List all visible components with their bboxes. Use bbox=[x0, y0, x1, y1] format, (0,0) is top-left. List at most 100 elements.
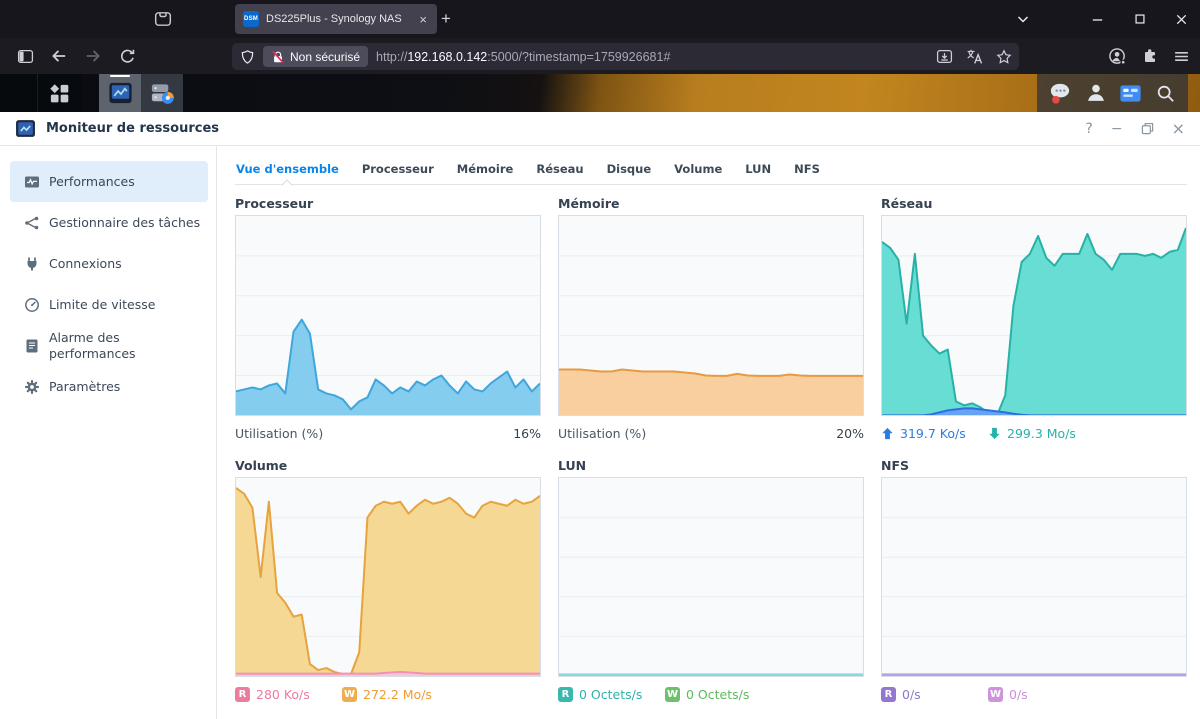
tab-bar: Vue d'ensemble Processeur Mémoire Réseau Dis… bbox=[235, 146, 1187, 185]
storage-manager-app-icon bbox=[149, 80, 176, 107]
chart-card-r-seau: Réseau 319.7 Ko/s 299.3 Mo/s bbox=[881, 196, 1187, 445]
taskbar-tray bbox=[1037, 74, 1188, 112]
browser-maximize-icon[interactable] bbox=[1119, 0, 1161, 38]
legend-entry-value: 0 Octets/s bbox=[686, 686, 750, 702]
reload-icon[interactable] bbox=[114, 43, 140, 69]
legend-entry-value: 272.2 Mo/s bbox=[363, 686, 432, 702]
legend-entry: W 0/s bbox=[988, 686, 1095, 702]
sidebar-item-limite-de-vitesse[interactable]: Limite de vitesse bbox=[10, 284, 208, 325]
legend-W-badge: W bbox=[342, 686, 357, 702]
tab-volume[interactable]: Volume bbox=[674, 162, 723, 176]
forward-icon[interactable] bbox=[80, 43, 106, 69]
security-chip-label: Non sécurisé bbox=[290, 49, 361, 64]
chart-canvas bbox=[882, 216, 1186, 416]
chart-title: LUN bbox=[558, 458, 587, 473]
chart-area bbox=[881, 477, 1187, 677]
legend-W-badge: W bbox=[988, 686, 1003, 702]
chart-canvas bbox=[882, 478, 1186, 676]
browser-minimize-icon[interactable] bbox=[1076, 0, 1118, 38]
legend-R-badge: R bbox=[558, 686, 573, 702]
chart-area bbox=[235, 214, 541, 417]
taskbar-apps bbox=[99, 74, 183, 112]
minimize-icon[interactable]: − bbox=[1110, 120, 1123, 137]
taskbar-app-resource-monitor[interactable] bbox=[99, 74, 141, 112]
translate-icon[interactable] bbox=[966, 48, 983, 65]
taskbar-app-storage-manager[interactable] bbox=[141, 74, 183, 112]
dsm-favicon: DSM bbox=[243, 11, 259, 27]
sidebar-item-connexions[interactable]: Connexions bbox=[10, 243, 208, 284]
sidebar-item-label: Connexions bbox=[49, 255, 122, 271]
sidebar-item-performances[interactable]: Performances bbox=[10, 161, 208, 202]
sidebar-item-alarme-des-performances[interactable]: Alarme des performances bbox=[10, 325, 208, 366]
bookmark-star-icon[interactable] bbox=[996, 48, 1012, 65]
chat-icon[interactable] bbox=[1048, 81, 1073, 106]
tab-processeur[interactable]: Processeur bbox=[361, 162, 434, 176]
legend-value: 20% bbox=[836, 425, 864, 441]
sidebar-item-label: Paramètres bbox=[49, 378, 121, 394]
user-icon[interactable] bbox=[1084, 81, 1108, 105]
tabs-chevron-icon[interactable] bbox=[1002, 0, 1044, 38]
chart-card-nfs: NFS R 0/s W 0/s bbox=[881, 458, 1187, 719]
resource-monitor-window: Moniteur de ressources ? − × Performance… bbox=[0, 112, 1200, 719]
sidebar-item-label: Performances bbox=[49, 173, 135, 189]
chart-legend: R 280 Ko/s W 272.2 Mo/s bbox=[235, 677, 541, 706]
chart-title: Mémoire bbox=[558, 196, 620, 211]
legend-entry: W 0 Octets/s bbox=[665, 686, 772, 702]
download-icon[interactable] bbox=[936, 48, 953, 65]
browser-close-icon[interactable] bbox=[1160, 0, 1200, 38]
browser-tab[interactable]: DSM DS225Plus - Synology NAS × bbox=[235, 4, 437, 34]
legend-entry-value: 0/s bbox=[902, 686, 921, 702]
tab-disque[interactable]: Disque bbox=[606, 162, 652, 176]
security-chip[interactable]: Non sécurisé bbox=[263, 46, 369, 67]
sidebar: Performances Gestionnaire des tâches Con… bbox=[0, 146, 217, 719]
legend-entry: R 280 Ko/s bbox=[235, 686, 342, 702]
new-tab-button[interactable]: + bbox=[441, 9, 451, 28]
chart-title: Volume bbox=[235, 458, 288, 473]
resource-monitor-window-icon bbox=[15, 118, 36, 139]
performance-alarm-icon bbox=[24, 338, 40, 354]
legend-label: Utilisation (%) bbox=[558, 425, 647, 441]
chart-legend: 319.7 Ko/s 299.3 Mo/s bbox=[881, 416, 1187, 445]
sidebar-item-label: Limite de vitesse bbox=[49, 296, 156, 312]
close-icon[interactable]: × bbox=[1171, 119, 1185, 138]
tab-vue-d-ensemble[interactable]: Vue d'ensemble bbox=[235, 160, 340, 184]
sidebar-item-param-tres[interactable]: Paramètres bbox=[10, 366, 208, 407]
shield-icon[interactable] bbox=[240, 49, 255, 65]
legend-entry-value: 0 Octets/s bbox=[579, 686, 643, 702]
tab-nfs[interactable]: NFS bbox=[794, 162, 820, 176]
menu-icon[interactable] bbox=[1173, 48, 1190, 65]
tab-r-seau[interactable]: Réseau bbox=[536, 162, 584, 176]
browser-tab-title: DS225Plus - Synology NAS bbox=[266, 13, 402, 25]
chart-area bbox=[235, 477, 541, 677]
settings-icon bbox=[24, 379, 40, 395]
widgets-icon[interactable] bbox=[1118, 81, 1143, 106]
chart-area bbox=[558, 477, 864, 677]
legend-label: Utilisation (%) bbox=[235, 425, 324, 441]
window-header[interactable]: Moniteur de ressources ? − × bbox=[0, 112, 1200, 146]
window-title: Moniteur de ressources bbox=[46, 121, 220, 136]
chart-canvas bbox=[236, 478, 540, 676]
tab-m-moire[interactable]: Mémoire bbox=[456, 162, 514, 176]
url-bar[interactable]: Non sécurisé http://192.168.0.142:5000/?… bbox=[232, 43, 1019, 70]
sidebar-item-gestionnaire-des-t-ches[interactable]: Gestionnaire des tâches bbox=[10, 202, 208, 243]
account-icon[interactable] bbox=[1108, 47, 1127, 66]
search-icon[interactable] bbox=[1154, 82, 1177, 105]
extensions-icon[interactable] bbox=[1142, 48, 1158, 64]
restore-icon[interactable] bbox=[1141, 122, 1154, 135]
legend-value: 16% bbox=[513, 425, 541, 441]
legend-entry-value: 319.7 Ko/s bbox=[900, 425, 966, 441]
chart-title: Réseau bbox=[881, 196, 933, 211]
sidebar-toggle-icon[interactable] bbox=[12, 43, 38, 69]
back-icon[interactable] bbox=[46, 43, 72, 69]
dsm-desktop-wallpaper bbox=[0, 74, 1200, 112]
help-icon[interactable]: ? bbox=[1085, 120, 1093, 137]
tab-lun[interactable]: LUN bbox=[745, 162, 772, 176]
legend-arrow-down-icon bbox=[988, 427, 1001, 440]
main-menu-icon bbox=[48, 82, 71, 105]
tab-close-icon[interactable]: × bbox=[419, 11, 427, 27]
firefox-view-icon[interactable] bbox=[148, 7, 178, 31]
main-menu-button[interactable] bbox=[37, 74, 82, 112]
chart-canvas bbox=[559, 478, 863, 676]
legend-entry: 319.7 Ko/s bbox=[881, 426, 988, 441]
